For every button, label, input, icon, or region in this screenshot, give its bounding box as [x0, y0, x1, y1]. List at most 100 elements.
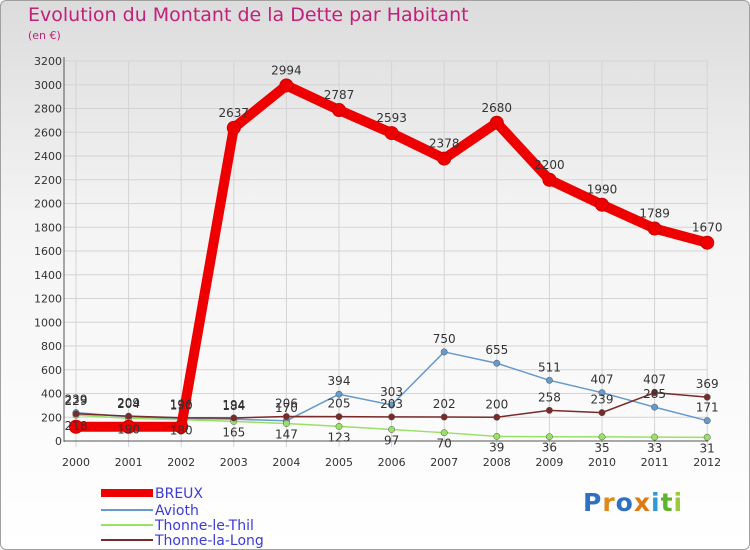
data-point-breux	[647, 221, 662, 236]
data-point-thonne-le-thil	[282, 420, 290, 427]
data-point-avioth	[335, 390, 343, 398]
data-label-thonne-le-thil: 218	[65, 419, 88, 433]
data-label-thonne-la-long: 194	[222, 398, 245, 412]
data-point-thonne-la-long	[440, 413, 448, 421]
data-label-thonne-la-long: 203	[380, 397, 403, 411]
data-point-thonne-le-thil	[598, 433, 606, 441]
legend-label-thonne-le-thil: Thonne-le-Thil	[154, 518, 254, 534]
x-tick-label: 2001	[115, 456, 143, 469]
data-label-breux: 2637	[219, 106, 250, 120]
data-label-breux: 1990	[587, 183, 618, 197]
data-point-thonne-la-long	[282, 413, 290, 420]
y-tick-label: 2000	[34, 198, 62, 211]
data-label-avioth: 750	[433, 332, 456, 346]
data-label-thonne-le-thil: 147	[275, 428, 298, 442]
data-label-avioth: 511	[538, 360, 561, 374]
data-point-avioth	[703, 417, 711, 425]
data-label-avioth: 655	[485, 343, 508, 357]
data-point-thonne-le-thil	[545, 433, 553, 441]
data-point-thonne-la-long	[230, 414, 238, 422]
data-labels: 2637 2994 2787 2593 2378 2680 2200 1990 1789 1670…	[65, 63, 723, 455]
data-point-breux	[332, 103, 346, 118]
data-point-thonne-le-thil	[388, 426, 396, 433]
data-point-thonne-la-long	[703, 393, 711, 401]
logo-letter: i	[673, 488, 684, 517]
legend-label-thonne-la-long: Thonne-la-Long	[154, 533, 264, 549]
data-label-avioth: 407	[591, 373, 614, 387]
data-point-breux	[121, 419, 136, 434]
data-point-breux	[69, 419, 83, 434]
logo-letter: i	[651, 488, 661, 517]
data-label-thonne-le-thil: 31	[700, 441, 715, 455]
data-label-breux: 2680	[482, 101, 513, 115]
legend-label-avioth: Avioth	[155, 503, 199, 519]
x-tick-label: 2003	[220, 456, 248, 469]
data-label-thonne-le-thil: 36	[542, 441, 557, 455]
data-point-thonne-le-thil	[440, 429, 448, 437]
data-point-avioth	[598, 389, 606, 397]
y-tick-label: 3000	[34, 79, 62, 92]
data-label-thonne-la-long: 229	[65, 394, 88, 408]
data-label-thonne-le-thil: 70	[437, 437, 452, 451]
data-label-avioth: 171	[696, 401, 719, 415]
data-label-avioth: 204	[117, 397, 140, 411]
data-label-breux: 2787	[324, 88, 355, 102]
data-point-thonne-la-long	[598, 409, 606, 417]
x-tick-label: 2012	[693, 456, 721, 469]
data-point-thonne-la-long	[651, 389, 659, 397]
chart-title: Evolution du Montant de la Dette par Hab…	[28, 4, 469, 26]
data-point-breux	[174, 419, 189, 434]
y-tick-label: 1400	[34, 269, 62, 282]
data-label-thonne-la-long: 407	[643, 373, 666, 387]
data-label-avioth: 285	[643, 387, 666, 401]
x-tick-label: 2005	[325, 456, 353, 469]
data-label-breux: 2593	[376, 111, 407, 125]
data-point-thonne-le-thil	[493, 432, 501, 440]
data-label-thonne-le-thil: 190	[117, 422, 140, 436]
y-tick-label: 2200	[34, 174, 62, 187]
data-point-breux	[700, 235, 715, 250]
data-label-thonne-la-long: 206	[275, 397, 298, 411]
data-label-thonne-le-thil: 180	[170, 424, 193, 438]
data-point-avioth	[545, 376, 553, 384]
y-tick-label: 3200	[34, 55, 62, 68]
y-tick-label: 1200	[34, 293, 62, 306]
data-point-thonne-le-thil	[335, 422, 343, 430]
data-point-avioth	[388, 401, 396, 409]
data-label-thonne-la-long: 239	[591, 393, 614, 407]
y-tick-label: 600	[41, 364, 62, 377]
data-label-avioth: 184	[222, 399, 245, 413]
y-tick-label: 1600	[34, 245, 62, 258]
y-tick-label: 800	[41, 340, 62, 353]
x-tick-label: 2006	[378, 456, 406, 469]
logo-letter: t	[660, 488, 674, 517]
y-tick-label: 200	[41, 411, 62, 424]
data-label-breux: 2994	[271, 63, 302, 77]
data-point-breux	[437, 151, 452, 166]
data-label-avioth: 190	[170, 398, 193, 412]
data-point-avioth	[440, 348, 448, 356]
data-point-breux	[226, 120, 241, 135]
y-tick-label: 2600	[34, 126, 62, 139]
data-label-thonne-le-thil: 165	[222, 425, 245, 439]
data-point-breux	[489, 115, 504, 130]
data-label-breux: 1789	[639, 207, 670, 221]
logo-letter: P	[583, 488, 603, 517]
data-point-breux	[542, 172, 557, 187]
x-tick-label: 2008	[483, 456, 511, 469]
data-label-thonne-le-thil: 33	[647, 441, 662, 455]
data-label-avioth: 394	[328, 374, 351, 388]
y-tick-label: 1800	[34, 221, 62, 234]
data-label-breux: 2200	[534, 158, 565, 172]
data-point-breux	[384, 126, 399, 141]
data-point-thonne-la-long	[72, 410, 80, 418]
data-point-thonne-le-thil	[651, 433, 659, 441]
logo-letter: r	[602, 488, 616, 517]
y-tick-label: 0	[55, 435, 62, 448]
data-point-thonne-le-thil	[703, 433, 711, 441]
x-tick-label: 2002	[167, 456, 195, 469]
proxiti-logo: Proxiti	[583, 488, 683, 517]
data-label-thonne-le-thil: 35	[594, 441, 609, 455]
